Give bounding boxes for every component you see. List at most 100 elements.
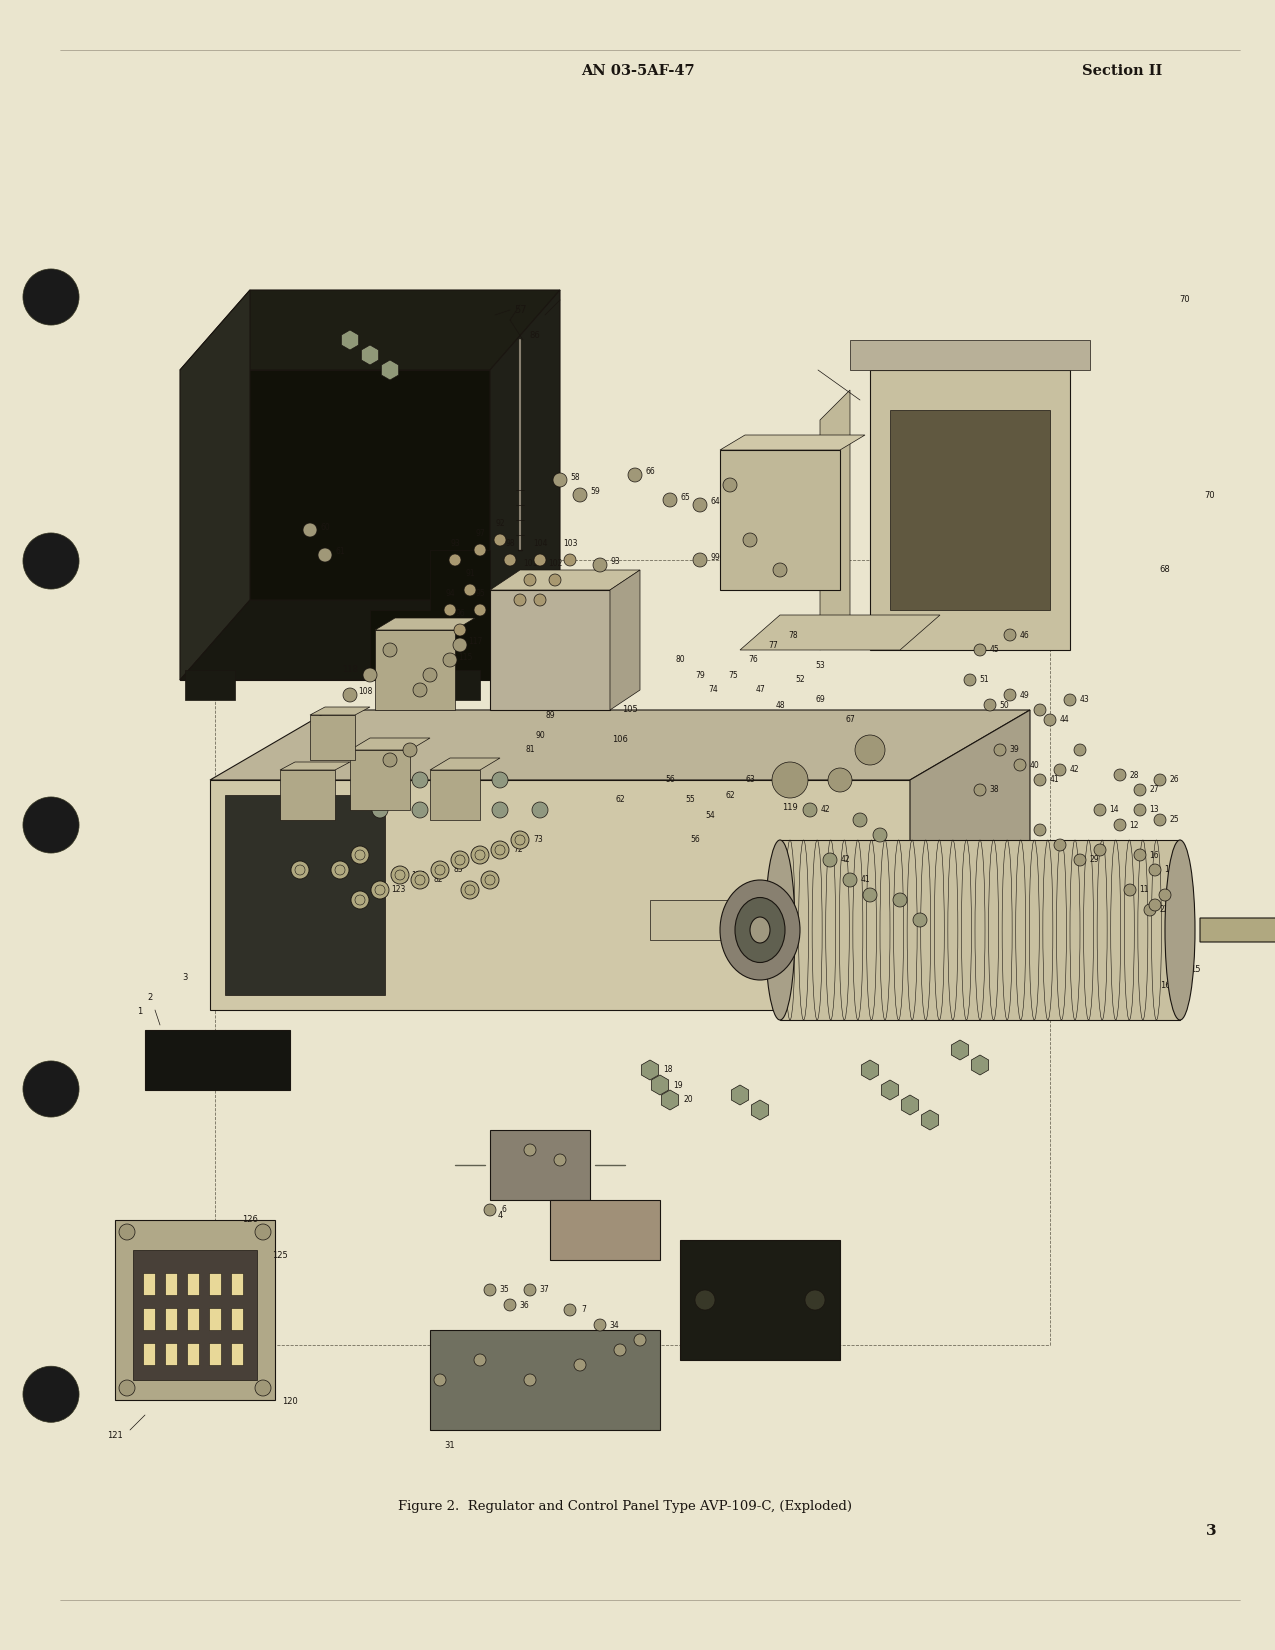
- Text: 42: 42: [840, 855, 850, 865]
- Polygon shape: [430, 670, 479, 700]
- Polygon shape: [609, 569, 640, 710]
- Text: 36: 36: [519, 1300, 529, 1310]
- Text: 87: 87: [575, 645, 585, 655]
- Polygon shape: [490, 1130, 590, 1200]
- Text: 92: 92: [495, 520, 505, 528]
- Text: 117: 117: [468, 637, 482, 647]
- Text: 72: 72: [513, 845, 523, 855]
- Circle shape: [423, 668, 437, 681]
- Circle shape: [524, 1284, 536, 1295]
- Circle shape: [1074, 855, 1086, 866]
- Circle shape: [403, 742, 417, 757]
- Text: 126: 126: [242, 1216, 258, 1224]
- Circle shape: [723, 478, 737, 492]
- Polygon shape: [490, 591, 609, 710]
- Polygon shape: [550, 1200, 660, 1261]
- Text: 97: 97: [476, 530, 484, 538]
- Circle shape: [1065, 695, 1076, 706]
- Circle shape: [663, 493, 677, 507]
- Polygon shape: [342, 330, 358, 350]
- Text: 4: 4: [571, 1155, 576, 1165]
- Circle shape: [1144, 904, 1156, 916]
- Text: K: K: [558, 1374, 564, 1384]
- Text: 42: 42: [820, 805, 830, 815]
- Ellipse shape: [750, 917, 770, 944]
- Circle shape: [1003, 690, 1016, 701]
- Text: 52: 52: [796, 675, 805, 685]
- Text: 5: 5: [542, 1145, 547, 1155]
- Circle shape: [474, 1355, 486, 1366]
- Bar: [143, 1274, 156, 1295]
- Polygon shape: [972, 1054, 988, 1076]
- Circle shape: [23, 269, 79, 325]
- Text: 60: 60: [320, 523, 330, 531]
- Polygon shape: [1200, 911, 1275, 950]
- Text: 7: 7: [581, 1305, 586, 1315]
- Text: 15: 15: [1190, 965, 1200, 975]
- Text: Section II: Section II: [1082, 64, 1162, 78]
- Circle shape: [492, 772, 507, 789]
- Bar: [231, 1308, 244, 1330]
- Circle shape: [442, 653, 456, 667]
- Text: 18: 18: [663, 1066, 673, 1074]
- Text: 114: 114: [317, 776, 333, 784]
- Circle shape: [634, 1333, 646, 1346]
- Circle shape: [843, 873, 857, 888]
- Text: 98: 98: [505, 540, 515, 548]
- Text: 122: 122: [371, 896, 385, 904]
- Circle shape: [453, 639, 467, 652]
- Text: 16: 16: [1160, 980, 1170, 990]
- Text: 47: 47: [755, 685, 765, 695]
- Circle shape: [1133, 804, 1146, 817]
- Bar: [231, 1274, 244, 1295]
- Circle shape: [514, 594, 527, 606]
- Text: 28: 28: [1130, 771, 1139, 779]
- Circle shape: [451, 851, 469, 870]
- Text: 65: 65: [740, 477, 750, 487]
- Circle shape: [984, 700, 996, 711]
- Circle shape: [470, 846, 490, 865]
- Circle shape: [1125, 884, 1136, 896]
- Circle shape: [391, 866, 409, 884]
- Circle shape: [382, 644, 397, 657]
- Text: 54: 54: [705, 810, 715, 820]
- Text: 121: 121: [107, 1431, 122, 1439]
- Text: 65: 65: [680, 492, 690, 502]
- Text: 33: 33: [589, 1361, 599, 1370]
- Text: 56: 56: [690, 835, 700, 845]
- Polygon shape: [850, 340, 1090, 370]
- Circle shape: [853, 813, 867, 827]
- Circle shape: [434, 1374, 446, 1386]
- Text: 25: 25: [1169, 815, 1179, 825]
- Text: 73: 73: [533, 835, 543, 845]
- Text: AN 03-5AF-47: AN 03-5AF-47: [580, 64, 695, 78]
- Circle shape: [534, 554, 546, 566]
- Circle shape: [291, 861, 309, 879]
- Text: 105: 105: [622, 706, 638, 714]
- Text: 88: 88: [555, 690, 565, 700]
- Polygon shape: [820, 389, 850, 650]
- Text: 74: 74: [708, 685, 718, 695]
- Text: 4: 4: [497, 1211, 502, 1219]
- Text: 43: 43: [1079, 696, 1089, 705]
- Text: 125: 125: [272, 1251, 288, 1259]
- Circle shape: [1094, 804, 1105, 817]
- Circle shape: [1159, 889, 1170, 901]
- Circle shape: [524, 574, 536, 586]
- Text: 76: 76: [748, 655, 757, 665]
- Circle shape: [524, 1374, 536, 1386]
- Circle shape: [303, 523, 317, 536]
- Text: 78: 78: [788, 630, 798, 640]
- Text: 34: 34: [609, 1320, 618, 1330]
- Bar: [164, 1343, 177, 1365]
- Text: 46: 46: [1019, 630, 1029, 640]
- Circle shape: [615, 1345, 626, 1356]
- Text: 120: 120: [282, 1398, 298, 1406]
- Text: 110: 110: [398, 642, 412, 652]
- Circle shape: [255, 1379, 272, 1396]
- Polygon shape: [751, 1101, 769, 1120]
- Text: 35: 35: [499, 1285, 509, 1295]
- Circle shape: [534, 594, 546, 606]
- Circle shape: [332, 861, 349, 879]
- Polygon shape: [375, 619, 476, 630]
